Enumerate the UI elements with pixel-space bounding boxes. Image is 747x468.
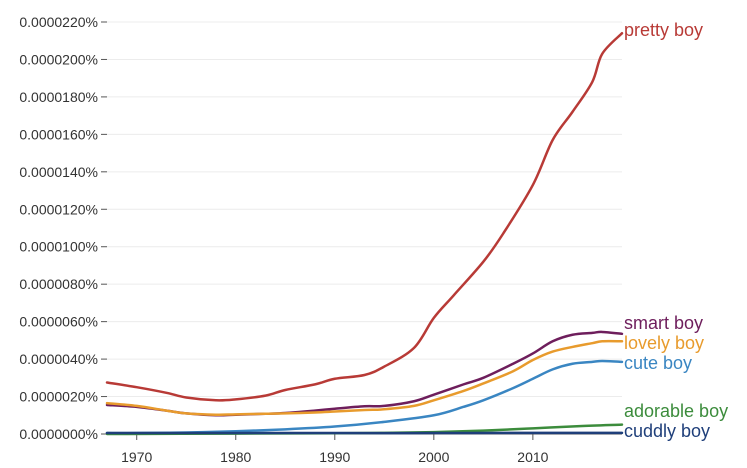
x-tick-label: 1990	[319, 449, 350, 465]
x-tick-label: 2010	[517, 449, 548, 465]
y-tick-label: 0.0000160%	[19, 126, 98, 142]
series-label-smart-boy: smart boy	[624, 313, 703, 333]
series-label-lovely-boy: lovely boy	[624, 333, 704, 353]
series-label-pretty-boy: pretty boy	[624, 20, 703, 40]
series-line-pretty-boy	[105, 31, 624, 402]
y-tick-label: 0.0000220%	[19, 14, 98, 30]
x-axis: 1970 1980 1990 2000 2010	[107, 433, 622, 465]
y-tick-label: 0.0000080%	[19, 276, 98, 292]
grid	[107, 21, 622, 398]
y-axis: 0.0000000% 0.0000020% 0.0000040% 0.0000060%…	[19, 14, 107, 442]
y-tick-label: 0.0000200%	[19, 51, 98, 67]
y-tick-label: 0.0000140%	[19, 164, 98, 180]
y-tick-label: 0.0000100%	[19, 239, 98, 255]
y-tick-label: 0.0000180%	[19, 89, 98, 105]
y-tick-label: 0.0000040%	[19, 351, 98, 367]
series-label-cute-boy: cute boy	[624, 353, 692, 373]
series-label-adorable-boy: adorable boy	[624, 401, 728, 421]
series-label-cuddly-boy: cuddly boy	[624, 421, 710, 441]
y-tick-label: 0.0000060%	[19, 314, 98, 330]
x-tick-label: 2000	[418, 449, 449, 465]
series-line-lovely-boy	[105, 339, 624, 416]
y-tick-label: 0.0000000%	[19, 426, 98, 442]
y-tick-label: 0.0000120%	[19, 201, 98, 217]
y-tick-label: 0.0000020%	[19, 389, 98, 405]
x-tick-label: 1980	[220, 449, 251, 465]
series-line-cute-boy	[105, 359, 624, 435]
x-tick-label: 1970	[121, 449, 152, 465]
series-lines	[105, 31, 624, 436]
